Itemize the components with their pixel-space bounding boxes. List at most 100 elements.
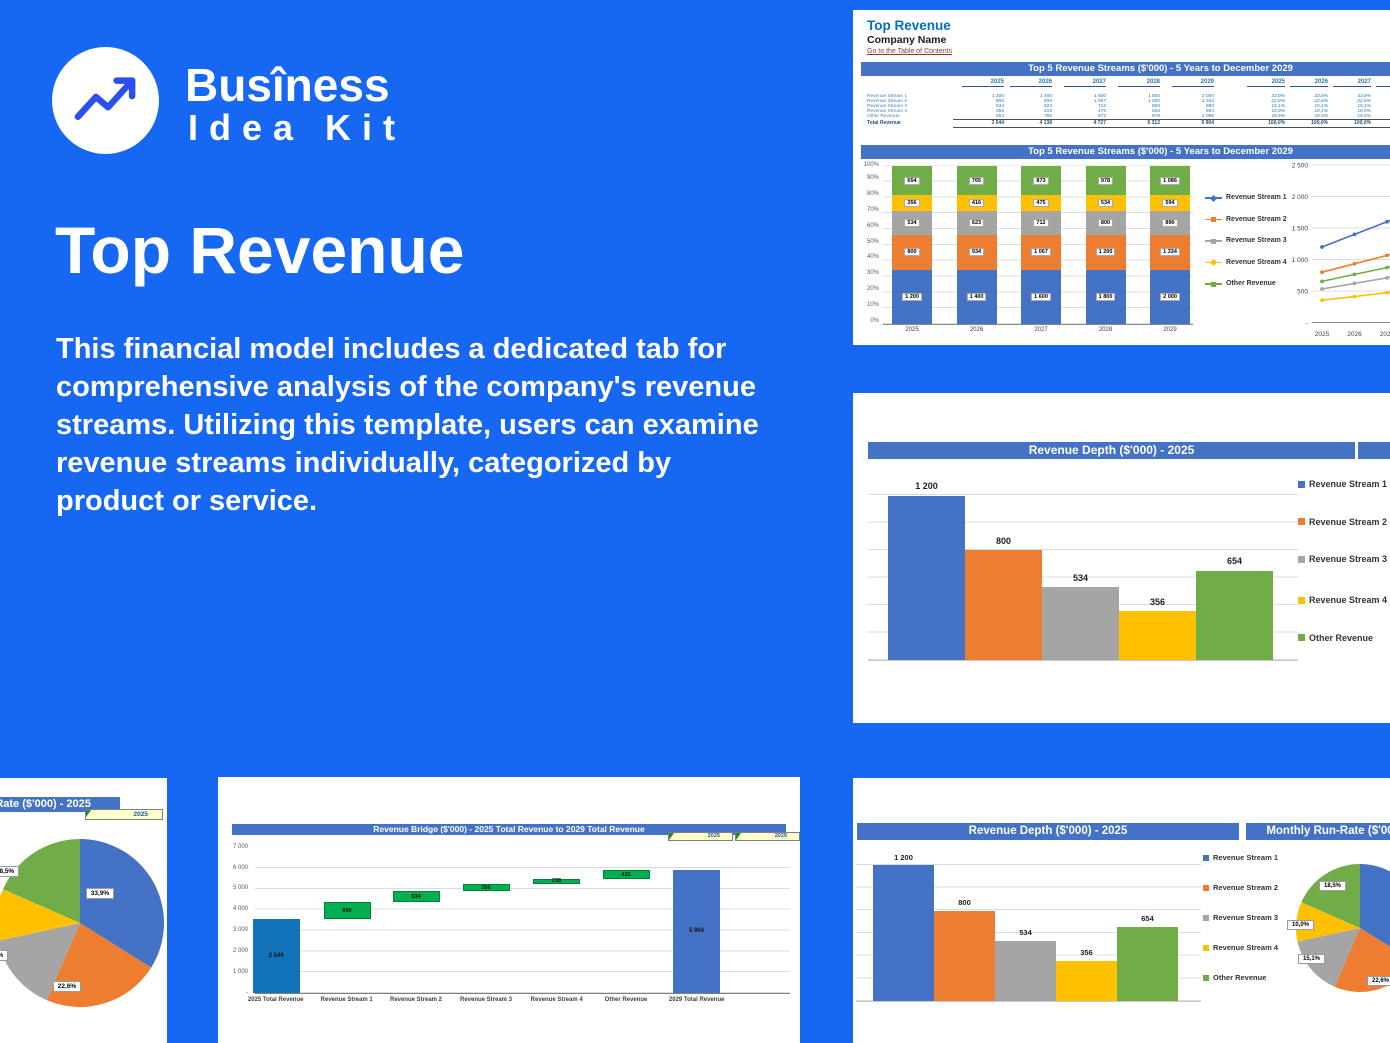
cell: 873 [1097, 114, 1106, 119]
year-col: 2026 [1010, 79, 1052, 87]
y-tick: 10% [866, 301, 879, 308]
legend-item-revenue-stream-3: Revenue Stream 3 [1203, 913, 1278, 922]
segment-label: 873 [1033, 176, 1049, 185]
total-cell: 4 138 [1039, 119, 1052, 126]
pie-slice-revenue-stream-3 [1297, 928, 1360, 987]
x-tick: 2027 [1380, 331, 1390, 338]
legend-label: Revenue Stream 1 [1226, 194, 1287, 201]
revenue-depth-card: Revenue Depth ($'000) - 2025 1 200 800 5… [853, 393, 1390, 723]
bar-value-label: 534 [411, 893, 421, 900]
bar-value-label: 534 [1072, 572, 1089, 583]
y-tick: 4 000 [232, 906, 248, 913]
x-tick: 2028 [1098, 327, 1113, 333]
cell-pct: 18,5% [1357, 114, 1371, 119]
cell-pct: 33,9% [1271, 94, 1285, 99]
legend-item-other-revenue: Other Revenue [1203, 973, 1266, 982]
segment-label: 2 000 [1160, 292, 1180, 301]
toc-link[interactable]: Go to the Table of Contents [867, 48, 953, 55]
bar-value-label: 654 [1141, 914, 1154, 923]
segment-label: 623 [968, 218, 985, 227]
line-marker-icon [1205, 194, 1222, 202]
y-tick: 1 000 [1292, 257, 1309, 264]
pie-label: 18,5% [0, 865, 19, 877]
year-input-cell[interactable]: 2025 [85, 809, 163, 820]
line-other-revenue [1321, 266, 1390, 283]
bar-revenue-stream-3 [995, 940, 1056, 1001]
x-axis [868, 660, 1298, 662]
segment-label: 1 200 [1095, 248, 1116, 257]
segment-label: 1 334 [1160, 248, 1180, 257]
cell: 623 [1043, 104, 1052, 109]
bar-revenue-stream-3 [1042, 586, 1119, 661]
x-tick: Revenue Stream 1 [320, 996, 373, 1003]
waterfall-bar-2025-total: 3 544 [252, 919, 300, 993]
table-row: Revenue Stream 2 800 934 1 067 1 200 1 3… [853, 99, 1390, 104]
legend-item-revenue-stream-2: Revenue Stream 2 [1205, 216, 1287, 223]
segment-label: 1 086 [1160, 176, 1180, 185]
waterfall-bar-revenue-stream-4: 238 [533, 878, 580, 885]
total-cell: 5 312 [1147, 119, 1160, 126]
swatch-icon [1298, 480, 1305, 488]
bar-value-label: 1 200 [915, 481, 938, 491]
run-rate-pie-chart [0, 839, 164, 1007]
legend-label: Revenue Stream 1 [1309, 479, 1388, 489]
segment-label: 594 [1162, 198, 1178, 207]
chart-title-bar-extension [1358, 442, 1390, 459]
pie-label: 33,9% [86, 888, 114, 899]
cell: 712 [1097, 104, 1106, 109]
table-row: Revenue Stream 3 534 623 712 800 890 15,… [853, 104, 1390, 109]
bar-revenue-stream-1 [888, 495, 965, 661]
waterfall-bar-2029-total: 5 904 [673, 870, 720, 993]
bar-other-revenue [1196, 570, 1273, 661]
bar-value-label: 356 [1080, 948, 1093, 957]
legend-label: Revenue Stream 4 [1226, 258, 1287, 266]
x-tick: 2026 [969, 327, 984, 333]
x-tick: 2027 [1034, 327, 1048, 333]
segment-label: 416 [968, 198, 985, 207]
x-tick: 2029 [1163, 327, 1177, 333]
year-input-cell-end[interactable]: 2029 [735, 832, 800, 841]
bar-value-label: 238 [551, 878, 562, 885]
cell: 934 [1043, 99, 1052, 104]
legend-label: Other Revenue [1309, 632, 1374, 643]
total-cell: 3 544 [991, 119, 1004, 126]
year-col: 2029 [1172, 79, 1214, 87]
pie-label: 22,6% [53, 981, 81, 992]
legend-item-revenue-stream-4: Revenue Stream 4 [1205, 258, 1287, 267]
segment-label: 800 [904, 248, 920, 257]
segment-label: 1 600 [1031, 292, 1051, 301]
legend-item-revenue-stream-1: Revenue Stream 1 [1203, 853, 1278, 862]
bar-value-label: 356 [1149, 597, 1166, 607]
cell: 1 400 [1039, 94, 1052, 99]
row-label: Revenue Stream 4 [867, 109, 907, 114]
pie-slice-other-revenue [1301, 864, 1360, 928]
line-revenue-stream-1 [1321, 219, 1390, 248]
year-input-cell-start[interactable]: 2025 [668, 832, 733, 841]
y-tick: 30% [866, 270, 879, 277]
total-label: Total Revenue [867, 119, 901, 126]
cell-pct: 15,1% [1314, 104, 1328, 109]
swatch-icon [1203, 944, 1209, 951]
table-header-row: 2025 2026 2027 2028 2029 2025 2026 2027 … [853, 79, 1390, 88]
y-tick: 70% [866, 206, 879, 213]
legend-item-other-revenue: Other Revenue [1298, 633, 1373, 643]
line-marker-icon [1205, 217, 1222, 222]
cell: 475 [1097, 109, 1106, 114]
bar-value-label: 654 [1226, 556, 1243, 566]
x-tick: 2026 [1347, 331, 1362, 338]
total-cell: 4 727 [1093, 119, 1106, 126]
table-row: Revenue Stream 4 356 416 475 534 594 10,… [853, 109, 1390, 114]
y-tick: 20% [866, 285, 879, 292]
stacked-column-2025: 654 356 534 800 1 200 [892, 166, 932, 324]
segment-label: 1 400 [966, 292, 987, 301]
y-tick: 2 500 [1292, 163, 1309, 170]
bar-value-label: 800 [342, 907, 352, 914]
pie-slice-revenue-stream-1 [1360, 864, 1390, 947]
segment-label: 1 200 [902, 292, 922, 301]
legend-label: Other Revenue [1213, 973, 1267, 982]
cell: 654 [995, 114, 1004, 119]
revenue-bridge-card: Revenue Bridge ($'000) - 2025 Total Reve… [218, 777, 800, 1043]
row-label: Revenue Stream 1 [867, 94, 907, 99]
bar-revenue-stream-4 [1056, 960, 1117, 1001]
